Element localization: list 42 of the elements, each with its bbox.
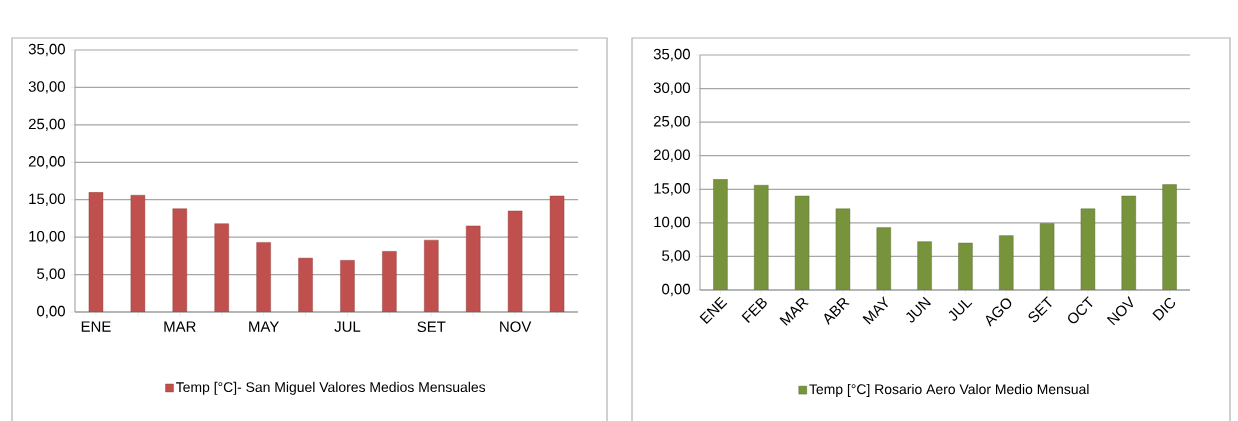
bar: [876, 227, 891, 290]
x-tick-label: MAR: [164, 321, 196, 332]
y-tick-label: 10,00: [654, 216, 690, 230]
y-tick-label: 0,00: [37, 305, 65, 319]
y-tick-label: 15,00: [654, 183, 690, 196]
x-tick-label: SET: [417, 321, 446, 333]
y-tick-label: 5,00: [37, 268, 65, 281]
bar: [754, 185, 769, 290]
y-tick-label: 25,00: [653, 115, 690, 129]
x-tick-label: ENE: [81, 321, 111, 332]
x-tick-label: FEB: [741, 297, 767, 323]
bar: [713, 179, 728, 290]
bar: [999, 235, 1014, 290]
y-tick-label: 30,00: [28, 81, 65, 94]
y-tick-label: 35,00: [653, 48, 690, 62]
bar: [382, 251, 397, 312]
x-tick-label: MAY: [249, 321, 279, 332]
y-tick-label: 0,00: [662, 283, 690, 297]
bar: [340, 260, 355, 312]
bar: [298, 257, 313, 312]
bar: [214, 223, 229, 312]
legend-label: Temp [°C] Rosario Aero Valor Medio Mensual: [809, 383, 1089, 397]
y-tick-label: 5,00: [662, 250, 690, 263]
y-tick-label: 25,00: [28, 118, 65, 132]
bar: [466, 225, 481, 312]
y-tick-label: 20,00: [28, 156, 65, 169]
x-tick-label: NOV: [500, 321, 532, 333]
bar: [1121, 195, 1136, 290]
y-tick-label: 15,00: [29, 193, 65, 206]
x-tick-label: JUL: [948, 299, 973, 321]
y-tick-label: 30,00: [653, 82, 690, 95]
bar: [172, 208, 187, 312]
bar: [256, 242, 271, 312]
bar: [424, 239, 439, 312]
y-tick-label: 10,00: [29, 230, 65, 244]
x-tick-label: DIC: [1152, 297, 1176, 321]
x-tick-label: JUL: [334, 321, 361, 332]
y-tick-label: 20,00: [653, 149, 690, 162]
legend-label: Temp [°C]- San Miguel Valores Medios Mensuales: [176, 381, 486, 395]
y-tick-label: 35,00: [28, 43, 65, 57]
bar: [917, 241, 932, 290]
bar: [1162, 184, 1177, 290]
